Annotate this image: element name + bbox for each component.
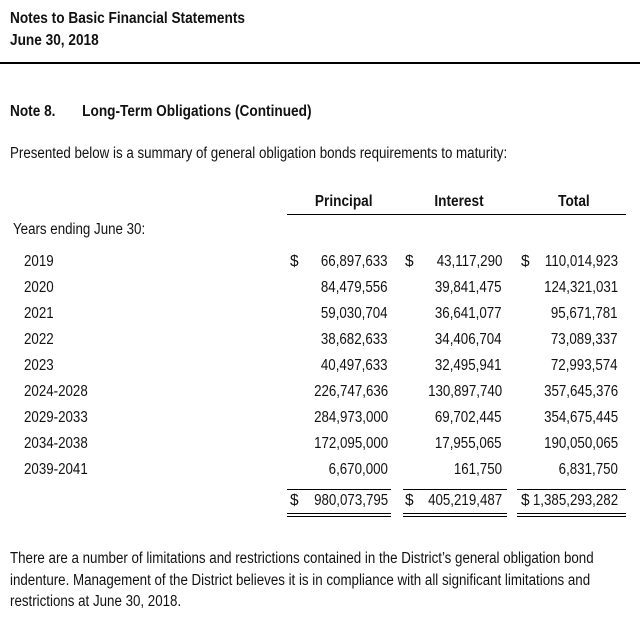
footer-line: restrictions at June 30, 2018. (10, 593, 182, 610)
page-header: Notes to Basic Financial Statements June… (10, 8, 632, 52)
column-header-interest: Interest (433, 193, 484, 210)
interest-double-underline-bottom (403, 516, 507, 517)
table-row: 2023 40,497,633 32,495,941 72,993,574 (24, 357, 618, 374)
row-year-label: 2019 (24, 253, 54, 270)
table-row: 2021 59,030,704 36,641,077 95,671,781 (24, 305, 618, 322)
table-row: 2024-2028 226,747,636 130,897,740 357,645,3… (24, 383, 618, 400)
document-date: June 30, 2018 (10, 32, 99, 49)
note-number: Note 8. (10, 103, 56, 120)
principal-double-underline-bottom (287, 516, 391, 517)
total-subtotal-rule (517, 489, 626, 490)
table-row: 2020 84,479,556 39,841,475 124,321,031 (24, 279, 618, 296)
row-year-label: 2021 (24, 305, 54, 322)
years-ending-label: Years ending June 30: (13, 221, 146, 238)
intro-paragraph: Presented below is a summary of general … (10, 145, 508, 162)
column-header-total: Total (558, 193, 590, 210)
row-year-label: 2039-2041 (24, 461, 88, 478)
document-title: Notes to Basic Financial Statements (10, 10, 245, 27)
interest-subtotal-rule (403, 489, 507, 490)
row-year-label: 2023 (24, 357, 54, 374)
row-year-label: 2029-2033 (24, 409, 88, 426)
table-row: 2039-2041 6,670,000 161,750 6,831,750 (24, 461, 618, 478)
table-row: 2019 $66,897,633 $43,117,290 $110,014,923 (24, 253, 618, 270)
row-year-label: 2034-2038 (24, 435, 88, 452)
interest-double-underline-top (403, 513, 507, 514)
footer-paragraph: There are a number of limitations and re… (10, 548, 612, 613)
note-heading: Note 8. Long-Term Obligations (Continued) (10, 103, 311, 121)
table-row: 2022 38,682,633 34,406,704 73,089,337 (24, 331, 618, 348)
principal-double-underline-top (287, 513, 391, 514)
footer-line: There are a number of limitations and re… (10, 550, 594, 567)
note-title: Long-Term Obligations (Continued) (82, 103, 312, 120)
column-header-principal: Principal (315, 193, 373, 210)
total-double-underline-top (517, 513, 626, 514)
total-double-underline-bottom (517, 516, 626, 517)
principal-subtotal-rule (287, 489, 391, 490)
row-year-label: 2022 (24, 331, 54, 348)
table-row: 2029-2033 284,973,000 69,702,445 354,675,44… (24, 409, 618, 426)
table-row: 2034-2038 172,095,000 17,955,065 190,050,06… (24, 435, 618, 452)
footer-line: indenture. Management of the District be… (10, 571, 591, 589)
header-divider (0, 62, 640, 64)
row-year-label: 2020 (24, 279, 54, 296)
column-header-underline (287, 214, 626, 215)
row-year-label: 2024-2028 (24, 383, 88, 400)
table-total-row: $ 980,073,795 $ 405,219,487 $ 1,385,293,… (290, 492, 618, 509)
